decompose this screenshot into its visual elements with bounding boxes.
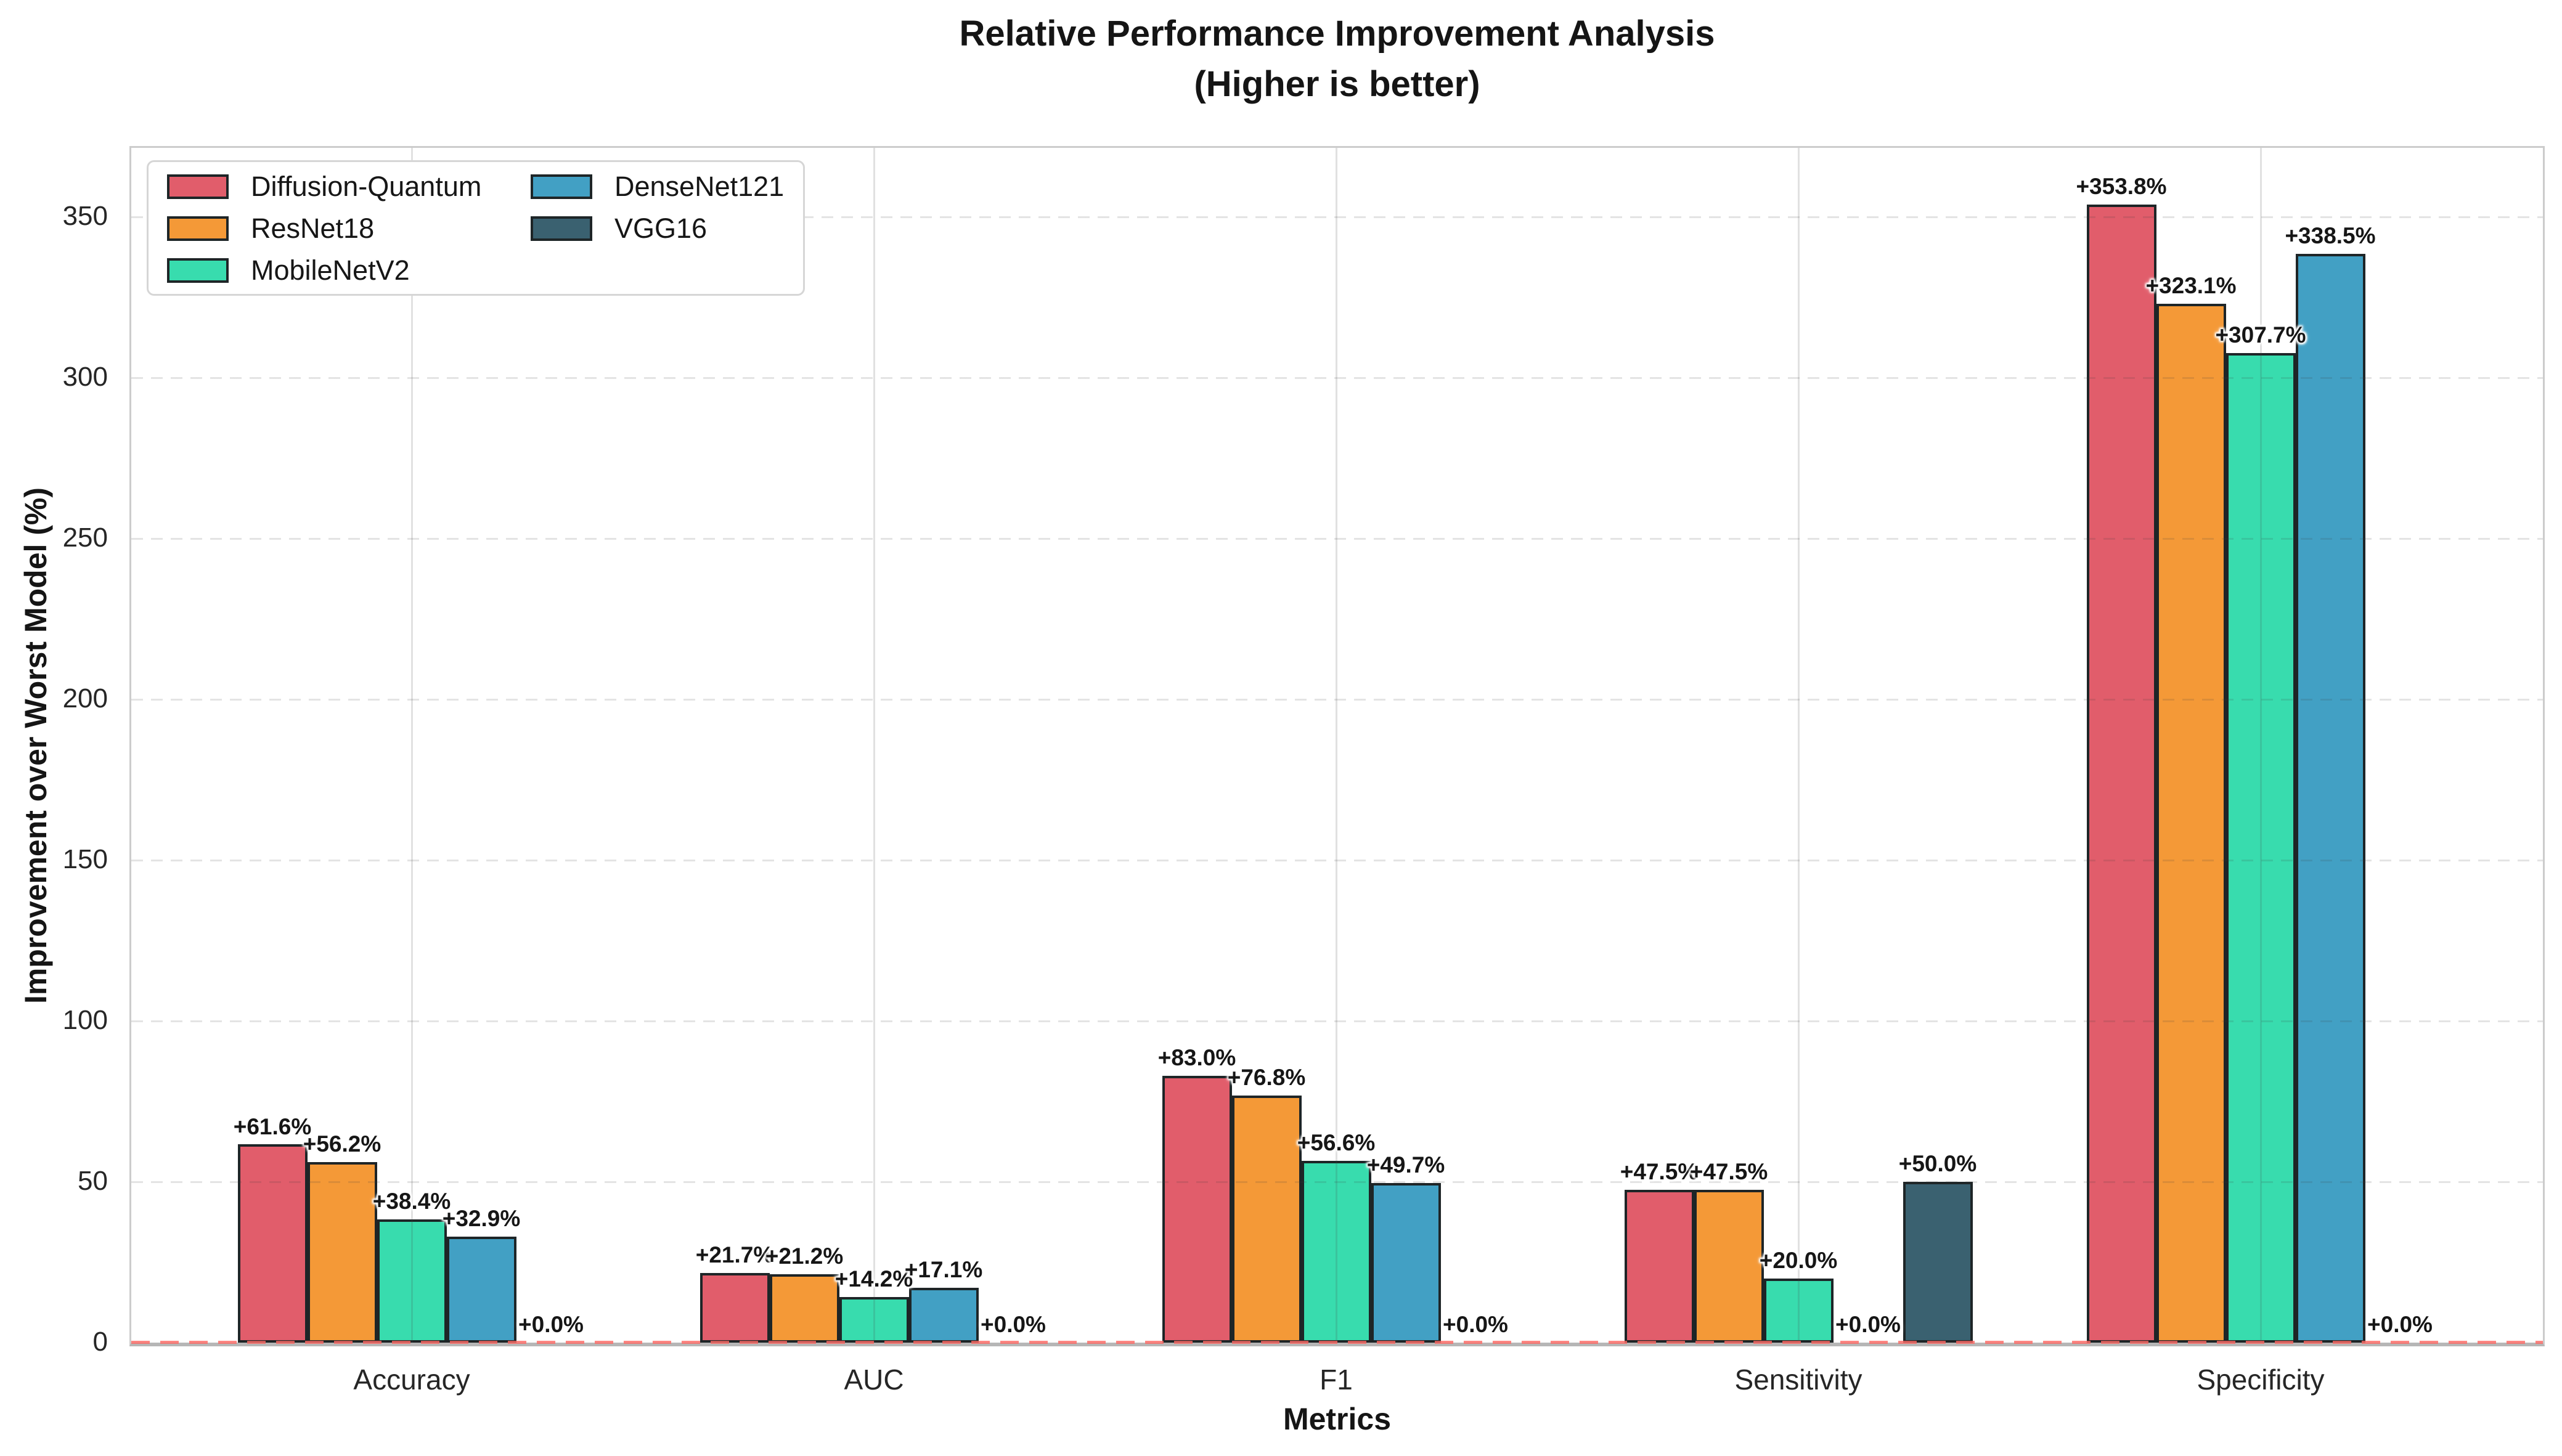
- gridline-y-350: [131, 216, 2543, 219]
- bar-value-label-mobilenetv2-sensitivity: +20.0%: [1759, 1247, 1838, 1273]
- chart-subtitle: (Higher is better): [1194, 64, 1480, 104]
- x-tick-label-specificity: Specificity: [2197, 1364, 2325, 1396]
- gridline-x-specificity: [2260, 148, 2262, 1343]
- legend-label-mobilenetv2: MobileNetV2: [251, 254, 410, 286]
- y-tick-label-100: 100: [62, 1005, 108, 1036]
- legend-swatch-densenet121-icon: [531, 174, 592, 199]
- bar-value-label-resnet18-sensitivity: +47.5%: [1689, 1159, 1768, 1185]
- gridline-y-250: [131, 538, 2543, 540]
- bar-vgg16-sensitivity: [1903, 1182, 1973, 1343]
- bar-value-label-diffusion-quantum-auc: +21.7%: [695, 1242, 774, 1267]
- y-axis-label: Improvement over Worst Model (%): [18, 487, 53, 1004]
- bar-value-label-densenet121-auc: +17.1%: [904, 1256, 983, 1282]
- legend-item-resnet18: ResNet18: [167, 213, 375, 244]
- gridline-x-sensitivity: [1798, 148, 1800, 1343]
- legend-swatch-mobilenetv2-icon: [167, 258, 229, 283]
- legend-swatch-diffusion-quantum-icon: [167, 174, 229, 199]
- bar-value-label-vgg16-auc: +0.0%: [981, 1312, 1046, 1337]
- bar-densenet121-f1: [1371, 1183, 1441, 1343]
- gridline-x-accuracy: [411, 148, 413, 1343]
- zero-baseline-dashed-line: [131, 1341, 2543, 1344]
- bar-diffusion-quantum-auc: [700, 1273, 770, 1343]
- y-tick-label-50: 50: [78, 1166, 108, 1197]
- bar-diffusion-quantum-specificity: [2086, 205, 2156, 1343]
- bar-value-label-mobilenetv2-auc: +14.2%: [834, 1266, 913, 1291]
- x-tick-label-sensitivity: Sensitivity: [1734, 1364, 1862, 1396]
- bar-value-label-diffusion-quantum-accuracy: +61.6%: [233, 1113, 312, 1139]
- x-axis-label-wrap: Metrics: [131, 1401, 2543, 1437]
- legend-swatch-vgg16-icon: [531, 216, 592, 241]
- bar-value-label-densenet121-sensitivity: +0.0%: [1835, 1312, 1901, 1337]
- bar-resnet18-specificity: [2156, 304, 2226, 1343]
- x-tick-label-f1: F1: [1320, 1364, 1353, 1396]
- bar-diffusion-quantum-sensitivity: [1624, 1190, 1694, 1343]
- bar-value-label-vgg16-f1: +0.0%: [1443, 1312, 1508, 1337]
- bar-diffusion-quantum-accuracy: [237, 1144, 308, 1343]
- x-axis-label: Metrics: [1283, 1402, 1392, 1436]
- bar-mobilenetv2-accuracy: [377, 1219, 447, 1343]
- gridline-y-50: [131, 1181, 2543, 1184]
- bar-value-label-diffusion-quantum-f1: +83.0%: [1157, 1044, 1236, 1070]
- y-tick-label-150: 150: [62, 844, 108, 875]
- bar-value-label-resnet18-f1: +76.8%: [1227, 1065, 1306, 1091]
- bar-resnet18-f1: [1231, 1096, 1302, 1343]
- y-tick-label-300: 300: [62, 362, 108, 392]
- gridline-x-f1: [1336, 148, 1337, 1343]
- bar-value-label-resnet18-auc: +21.2%: [765, 1243, 844, 1269]
- gridline-y-100: [131, 1020, 2543, 1023]
- bar-resnet18-sensitivity: [1694, 1190, 1764, 1343]
- legend-item-diffusion-quantum: Diffusion-Quantum: [167, 171, 482, 202]
- bar-value-label-vgg16-specificity: +0.0%: [2367, 1312, 2433, 1337]
- bar-value-label-mobilenetv2-f1: +56.6%: [1297, 1129, 1376, 1155]
- bar-value-label-diffusion-quantum-sensitivity: +47.5%: [1620, 1159, 1699, 1185]
- bar-resnet18-auc: [769, 1274, 839, 1343]
- bar-value-label-vgg16-sensitivity: +50.0%: [1898, 1151, 1977, 1177]
- y-axis-label-wrap: Improvement over Worst Model (%): [10, 253, 62, 1238]
- legend-label-densenet121: DenseNet121: [614, 171, 785, 202]
- bar-mobilenetv2-f1: [1301, 1161, 1371, 1343]
- y-tick-label-350: 350: [62, 201, 108, 232]
- legend-item-densenet121: DenseNet121: [531, 171, 785, 202]
- bar-value-label-diffusion-quantum-specificity: +353.8%: [2076, 174, 2167, 200]
- bar-value-label-mobilenetv2-accuracy: +38.4%: [372, 1188, 451, 1214]
- y-tick-label-0: 0: [92, 1327, 108, 1357]
- legend-label-vgg16: VGG16: [614, 213, 708, 244]
- bar-mobilenetv2-sensitivity: [1763, 1279, 1834, 1343]
- legend-item-mobilenetv2: MobileNetV2: [167, 254, 410, 286]
- bar-value-label-densenet121-accuracy: +32.9%: [442, 1206, 521, 1232]
- x-tick-label-auc: AUC: [844, 1364, 904, 1396]
- legend-item-vgg16: VGG16: [531, 213, 708, 244]
- gridline-x-auc: [873, 148, 875, 1343]
- legend-swatch-resnet18-icon: [167, 216, 229, 241]
- bar-value-label-resnet18-specificity: +323.1%: [2145, 272, 2237, 298]
- gridline-y-150: [131, 860, 2543, 862]
- legend-label-resnet18: ResNet18: [251, 213, 375, 244]
- x-tick-label-accuracy: Accuracy: [353, 1364, 470, 1396]
- y-tick-label-250: 250: [62, 523, 108, 553]
- bar-densenet121-specificity: [2295, 254, 2365, 1343]
- chart-title-block: Relative Performance Improvement Analysi…: [131, 9, 2543, 110]
- legend-label-diffusion-quantum: Diffusion-Quantum: [251, 171, 482, 202]
- chart-title: Relative Performance Improvement Analysi…: [959, 14, 1715, 54]
- bar-value-label-densenet121-f1: +49.7%: [1366, 1152, 1445, 1177]
- bar-diffusion-quantum-f1: [1162, 1076, 1232, 1343]
- bar-mobilenetv2-specificity: [2225, 353, 2296, 1343]
- bar-value-label-mobilenetv2-specificity: +307.7%: [2215, 322, 2306, 348]
- gridline-y-300: [131, 377, 2543, 380]
- bar-value-label-resnet18-accuracy: +56.2%: [303, 1131, 381, 1157]
- bar-value-label-densenet121-specificity: +338.5%: [2285, 223, 2376, 249]
- legend: Diffusion-Quantum ResNet18 MobileNetV2 Dens…: [147, 160, 805, 296]
- y-tick-label-200: 200: [62, 683, 108, 714]
- gridline-y-200: [131, 699, 2543, 701]
- plot-area: +61.6% +21.7% +83.0% +47.5% +353.8% +56.2% +21…: [129, 146, 2545, 1346]
- bar-resnet18-accuracy: [307, 1162, 377, 1343]
- bar-value-label-vgg16-accuracy: +0.0%: [518, 1312, 584, 1337]
